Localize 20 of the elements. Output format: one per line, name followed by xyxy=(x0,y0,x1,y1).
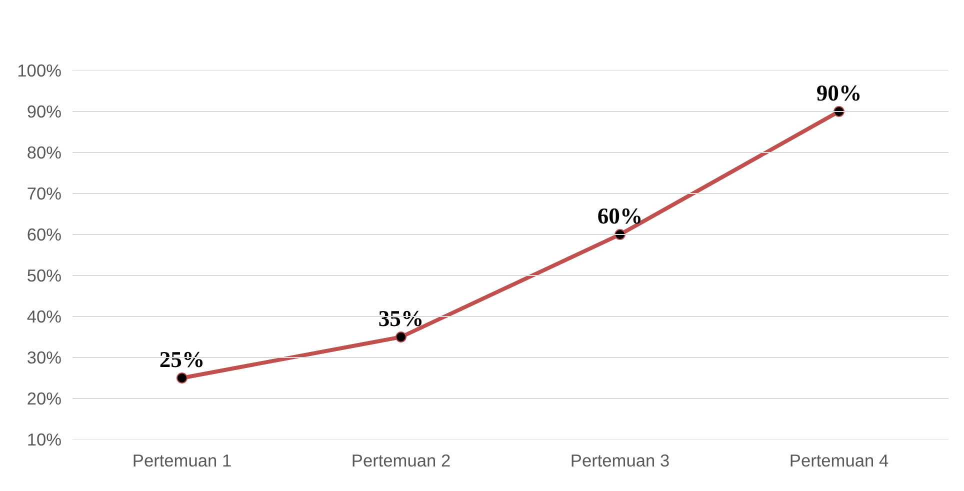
y-tick-label: 90% xyxy=(26,102,62,122)
data-label: 25% xyxy=(159,347,205,372)
y-tick-label: 50% xyxy=(26,266,62,286)
y-tick-label: 20% xyxy=(26,388,62,408)
data-label: 35% xyxy=(378,306,424,331)
y-tick-label: 60% xyxy=(26,224,62,244)
y-tick-label: 100% xyxy=(17,60,62,80)
y-tick-label: 10% xyxy=(26,430,62,450)
point xyxy=(396,332,406,342)
data-label: 60% xyxy=(597,204,643,228)
x-tick-label: Pertemuan 1 xyxy=(132,450,232,470)
y-tick-label: 80% xyxy=(26,142,62,162)
x-tick-label: Pertemuan 2 xyxy=(351,450,451,470)
data-label: 90% xyxy=(816,80,862,106)
point xyxy=(176,372,188,384)
x-tick-label: Pertemuan 4 xyxy=(789,450,889,470)
y-tick-label: 40% xyxy=(26,306,62,326)
y-tick-label: 30% xyxy=(26,348,62,368)
x-tick-label: Pertemuan 3 xyxy=(570,450,670,470)
y-tick-label: 70% xyxy=(26,184,62,204)
